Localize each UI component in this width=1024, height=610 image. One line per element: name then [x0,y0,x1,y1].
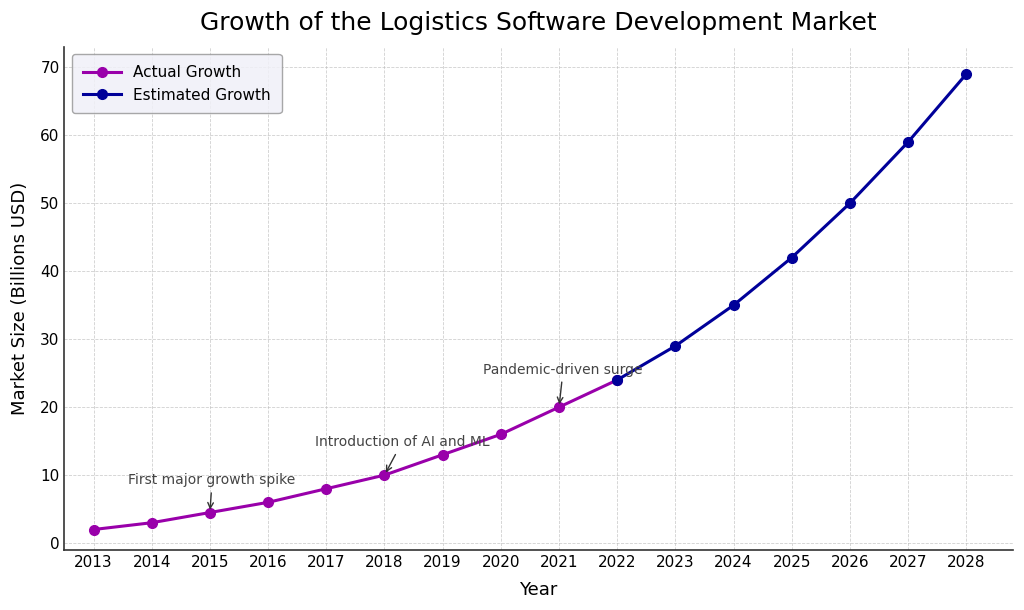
Actual Growth [204,509,216,516]
Estimated Growth [611,376,624,384]
Estimated Growth [902,138,914,146]
Actual Growth [553,403,565,411]
Actual Growth [436,451,449,458]
Actual Growth [611,376,624,384]
Actual Growth [145,519,158,526]
Text: Introduction of AI and ML: Introduction of AI and ML [314,436,489,472]
Estimated Growth [844,199,856,207]
Actual Growth [262,498,274,506]
Y-axis label: Market Size (Billions USD): Market Size (Billions USD) [11,182,29,415]
Estimated Growth [785,254,798,261]
X-axis label: Year: Year [519,581,558,599]
Estimated Growth [727,301,739,309]
Actual Growth [495,431,507,438]
Text: Pandemic-driven surge: Pandemic-driven surge [483,362,643,403]
Estimated Growth [670,342,682,350]
Line: Actual Growth: Actual Growth [89,375,623,534]
Estimated Growth [961,70,973,77]
Actual Growth [87,526,99,533]
Title: Growth of the Logistics Software Development Market: Growth of the Logistics Software Develop… [201,11,877,35]
Text: First major growth spike: First major growth spike [128,473,296,508]
Legend: Actual Growth, Estimated Growth: Actual Growth, Estimated Growth [72,54,282,113]
Actual Growth [321,485,333,492]
Line: Estimated Growth: Estimated Growth [612,69,971,385]
Actual Growth [378,472,390,479]
